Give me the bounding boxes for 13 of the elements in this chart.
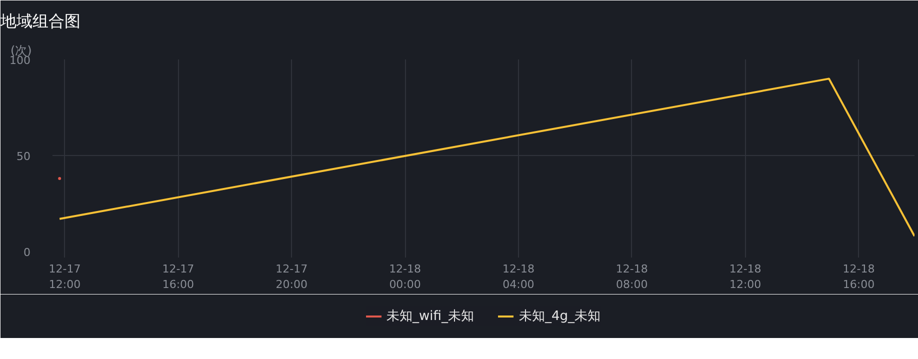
legend-label: 未知_4g_未知 <box>518 308 600 325</box>
x-tick-label: 12-18 04:00 <box>502 262 534 292</box>
x-tick-label: 12-18 00:00 <box>389 262 422 292</box>
chart-title: 地域组合图 <box>0 12 80 30</box>
x-tick-label: 12-18 12:00 <box>729 262 762 292</box>
x-tick-label: 12-17 12:00 <box>48 262 81 292</box>
x-tick-label: 12-18 08:00 <box>616 262 648 292</box>
x-tick-label: 12-17 16:00 <box>162 262 194 292</box>
x-tick-label: 12-17 20:00 <box>276 262 308 292</box>
y-tick-label: 0 <box>24 246 30 259</box>
x-tick-label: 12-18 16:00 <box>842 262 875 292</box>
y-tick-label: 50 <box>16 150 31 163</box>
legend-label: 未知_wifi_未知 <box>386 308 474 325</box>
